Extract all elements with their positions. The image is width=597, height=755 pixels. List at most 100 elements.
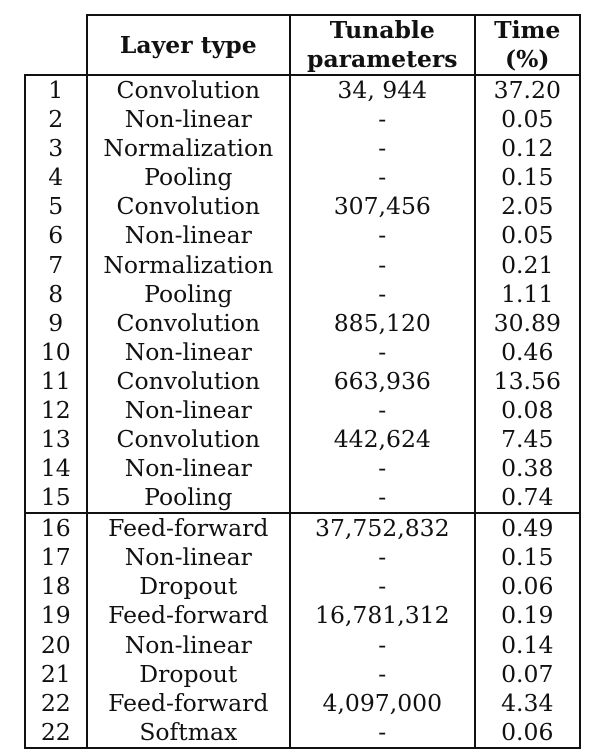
row-index: 6	[24, 221, 88, 251]
table-row: 5 Convolution 307,456 2.05	[24, 192, 582, 222]
row-index: 4	[24, 163, 88, 193]
row-index: 22	[24, 688, 88, 718]
layer-type-cell: Convolution	[86, 366, 292, 396]
parameters-cell: 37,752,832	[290, 512, 476, 544]
parameters-cell: -	[290, 279, 476, 309]
layer-type-cell: Non-linear	[86, 105, 292, 135]
table-row: 4 Pooling -0.15	[24, 163, 582, 193]
row-index: 10	[24, 337, 88, 367]
layer-type-cell: Dropout	[86, 659, 292, 689]
time-cell: 0.49	[474, 512, 582, 544]
time-cell: 0.19	[474, 601, 582, 631]
row-index: 16	[24, 512, 88, 544]
parameters-cell: -	[290, 395, 476, 426]
parameters-cell: -	[290, 105, 476, 135]
layer-type-cell: Pooling	[86, 279, 292, 309]
time-cell: 13.56	[474, 366, 582, 396]
time-cell: 0.46	[474, 337, 582, 367]
header-params-line1: Tunable	[329, 16, 435, 44]
row-index: 7	[24, 250, 88, 280]
time-cell: 0.06	[474, 572, 582, 602]
parameters-cell: -	[290, 659, 476, 689]
layer-type-cell: Feed-forward	[86, 688, 292, 718]
parameters-cell: -	[290, 630, 476, 660]
parameters-cell: -	[290, 250, 476, 280]
layer-type-cell: Convolution	[86, 74, 292, 105]
row-index: 19	[24, 601, 88, 631]
table-row: 15 Pooling -0.74	[24, 483, 582, 514]
row-index: 5	[24, 192, 88, 222]
parameters-cell: -	[290, 221, 476, 251]
parameters-cell: 4,097,000	[290, 688, 476, 718]
row-index: 14	[24, 454, 88, 484]
parameters-cell: -	[290, 543, 476, 573]
header-index-cell	[25, 15, 87, 75]
layer-type-cell: Non-linear	[86, 337, 292, 367]
row-index: 9	[24, 308, 88, 338]
time-cell: 0.15	[474, 163, 582, 193]
table-row: 1 Convolution 34, 944 37.20	[24, 74, 582, 105]
row-index: 11	[24, 366, 88, 396]
layer-type-cell: Convolution	[86, 308, 292, 338]
table-row: 20 Non-linear -0.14	[24, 630, 582, 660]
time-cell: 0.15	[474, 543, 582, 573]
row-index: 22	[24, 717, 88, 749]
table-body: 1 Convolution 34, 944 37.20 2 Non-linear -0.05…	[24, 74, 582, 749]
layer-type-cell: Pooling	[86, 483, 292, 514]
parameters-cell: -	[290, 163, 476, 193]
time-cell: 0.38	[474, 454, 582, 484]
header-params-line2: parameters	[307, 45, 458, 73]
row-index: 1	[24, 74, 88, 105]
parameters-cell: 16,781,312	[290, 601, 476, 631]
time-cell: 0.06	[474, 717, 582, 749]
table-row: 2 Non-linear -0.05	[24, 105, 582, 135]
time-cell: 1.11	[474, 279, 582, 309]
table-row: 18 Dropout -0.06	[24, 572, 582, 602]
parameters-cell: -	[290, 483, 476, 514]
table-row: 7 Normalization -0.21	[24, 250, 582, 280]
layer-type-cell: Non-linear	[86, 630, 292, 660]
table-row: 12 Non-linear -0.08	[24, 395, 582, 426]
layer-type-cell: Normalization	[86, 134, 292, 164]
row-index: 21	[24, 659, 88, 689]
time-cell: 0.21	[474, 250, 582, 280]
layer-type-cell: Convolution	[86, 425, 292, 455]
parameters-cell: 885,120	[290, 308, 476, 338]
time-cell: 37.20	[474, 74, 582, 105]
layer-type-cell: Non-linear	[86, 454, 292, 484]
header-time-percent: Time (%)	[474, 14, 582, 75]
table-row: 10 Non-linear -0.46	[24, 337, 582, 367]
table-row: 17 Non-linear -0.15	[24, 543, 582, 573]
time-cell: 0.05	[474, 221, 582, 251]
time-cell: 0.74	[474, 483, 582, 514]
table-row: 22 Feed-forward 4,097,000 4.34	[24, 688, 582, 718]
layer-table: Layer type Tunable parameters Time (%) 1…	[24, 14, 582, 749]
parameters-cell: 663,936	[290, 366, 476, 396]
header-time-line1: Time	[494, 16, 561, 44]
row-index: 13	[24, 425, 88, 455]
time-cell: 2.05	[474, 192, 582, 222]
row-index: 2	[24, 105, 88, 135]
parameters-cell: -	[290, 572, 476, 602]
row-index: 15	[24, 483, 88, 514]
table-row: 8 Pooling -1.11	[24, 279, 582, 309]
time-cell: 0.08	[474, 395, 582, 426]
table-row: 13 Convolution 442,624 7.45	[24, 425, 582, 455]
layer-type-cell: Pooling	[86, 163, 292, 193]
row-index: 20	[24, 630, 88, 660]
time-cell: 30.89	[474, 308, 582, 338]
parameters-cell: 442,624	[290, 425, 476, 455]
row-index: 3	[24, 134, 88, 164]
row-index: 12	[24, 395, 88, 426]
layer-type-cell: Dropout	[86, 572, 292, 602]
parameters-cell: -	[290, 134, 476, 164]
table-row: 11 Convolution 663,936 13.56	[24, 366, 582, 396]
row-index: 8	[24, 279, 88, 309]
time-cell: 0.14	[474, 630, 582, 660]
table-row: 19 Feed-forward 16,781,312 0.19	[24, 601, 582, 631]
table-header: Layer type Tunable parameters Time (%)	[25, 14, 582, 75]
parameters-cell: -	[290, 454, 476, 484]
row-index: 17	[24, 543, 88, 573]
layer-type-cell: Softmax	[86, 717, 292, 749]
layer-type-cell: Feed-forward	[86, 512, 292, 544]
